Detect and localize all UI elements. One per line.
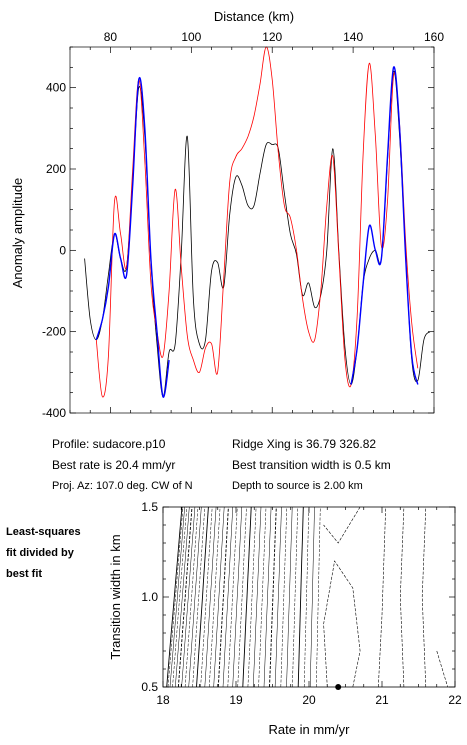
contour-line	[167, 506, 184, 688]
contour-line	[217, 506, 229, 688]
contour-line	[252, 506, 262, 688]
side-label-line-1: Least-squares	[6, 526, 81, 538]
contour-line	[316, 506, 321, 688]
profile-text: Profile: sudacore.p10	[52, 437, 166, 451]
top-ticks: 80 100 120 140 160 -400 -200 0 200 400	[42, 30, 444, 420]
bottom-x-axis-label: Rate in mm/yr	[269, 722, 351, 737]
contour-line	[227, 506, 238, 688]
info-block: Profile: sudacore.p10 Ridge Xing is 36.7…	[52, 437, 391, 492]
contour-line	[192, 506, 206, 688]
top-x-axis-label: Distance (km)	[214, 9, 294, 24]
contour-line	[309, 506, 315, 688]
contour-line	[222, 506, 234, 688]
contour-line	[184, 506, 199, 688]
contour-line	[169, 506, 185, 688]
contour-line	[213, 506, 225, 688]
contour-line	[208, 506, 221, 688]
bottom-x-tick-label: 18	[156, 693, 170, 707]
best-rate-text: Best rate is 20.4 mm/yr	[52, 458, 175, 472]
top-x-tick-label: 120	[262, 30, 282, 44]
best-transition-text: Best transition width is 0.5 km	[232, 458, 391, 472]
contour-line	[175, 506, 190, 688]
contour-line	[286, 506, 293, 688]
contour-line	[263, 506, 272, 688]
contour-line	[274, 506, 282, 688]
top-x-tick-label: 80	[104, 30, 118, 44]
contour-line	[172, 506, 188, 688]
series-line-2	[95, 76, 170, 398]
bottom-y-tick-label: 0.5	[141, 680, 158, 694]
contour-lines	[166, 506, 448, 688]
bottom-x-tick-label: 21	[375, 693, 389, 707]
contour-line	[188, 506, 202, 688]
contour-line	[200, 506, 213, 688]
projection-azimuth-text: Proj. Az: 107.0 deg. CW of N	[52, 480, 193, 492]
bottom-x-tick-label: 22	[448, 693, 462, 707]
ridge-crossing-text: Ridge Xing is 36.79 326.82	[232, 437, 376, 451]
top-series-lines	[84, 46, 431, 398]
best-fit-point	[335, 684, 342, 690]
contour-line	[399, 506, 405, 688]
contour-line	[323, 560, 361, 688]
contour-line	[237, 506, 247, 688]
contour-line	[280, 506, 288, 688]
top-x-tick-label: 160	[424, 30, 444, 44]
contour-line	[421, 506, 427, 688]
contour-line	[204, 506, 217, 688]
anomaly-profile-chart: Distance (km) Anomaly amplitude 80 100 120…	[10, 9, 444, 420]
contour-line	[242, 506, 252, 688]
top-x-tick-label: 140	[343, 30, 363, 44]
depth-to-source-text: Depth to source is 2.00 km	[232, 480, 363, 492]
top-y-tick-label: 0	[59, 243, 66, 257]
bottom-y-tick-label: 1.5	[141, 500, 158, 514]
side-label-line-2: fit divided by	[6, 547, 75, 559]
series-line-3	[350, 66, 419, 385]
contour-line	[196, 506, 209, 688]
bottom-y-axis-label: Transition width in km	[108, 534, 123, 659]
bottom-x-tick-label: 20	[302, 693, 316, 707]
top-y-tick-label: 400	[46, 81, 66, 95]
contour-line	[323, 506, 361, 544]
contour-line	[232, 506, 243, 688]
contour-line	[258, 506, 267, 688]
bottom-x-tick-label: 19	[229, 693, 243, 707]
contour-line	[181, 506, 196, 688]
series-line-1	[95, 46, 419, 398]
contour-line	[297, 506, 304, 688]
contour-line	[269, 506, 277, 688]
top-y-axis-label: Anomaly amplitude	[10, 178, 25, 289]
top-y-tick-label: -200	[42, 325, 66, 339]
contour-line	[436, 650, 448, 688]
bottom-y-tick-label: 1.0	[141, 590, 158, 604]
bottom-ticks: 18 19 20 21 22 0.5 1.0 1.5	[141, 500, 462, 707]
contour-line	[166, 506, 183, 688]
contour-line	[177, 506, 193, 688]
top-y-tick-label: -400	[42, 406, 66, 420]
top-y-tick-label: 200	[46, 162, 66, 176]
contour-line	[378, 506, 386, 688]
side-label: Least-squares fit divided by best fit	[6, 526, 81, 580]
contour-line	[303, 506, 310, 688]
side-label-line-3: best fit	[6, 568, 42, 580]
top-plot-frame	[69, 46, 435, 414]
contour-line	[247, 506, 257, 688]
top-x-tick-label: 100	[181, 30, 201, 44]
contour-line	[292, 506, 298, 688]
misfit-contour-chart: 18 19 20 21 22 0.5 1.0 1.5 Rate in mm/yr Transi…	[108, 500, 462, 737]
